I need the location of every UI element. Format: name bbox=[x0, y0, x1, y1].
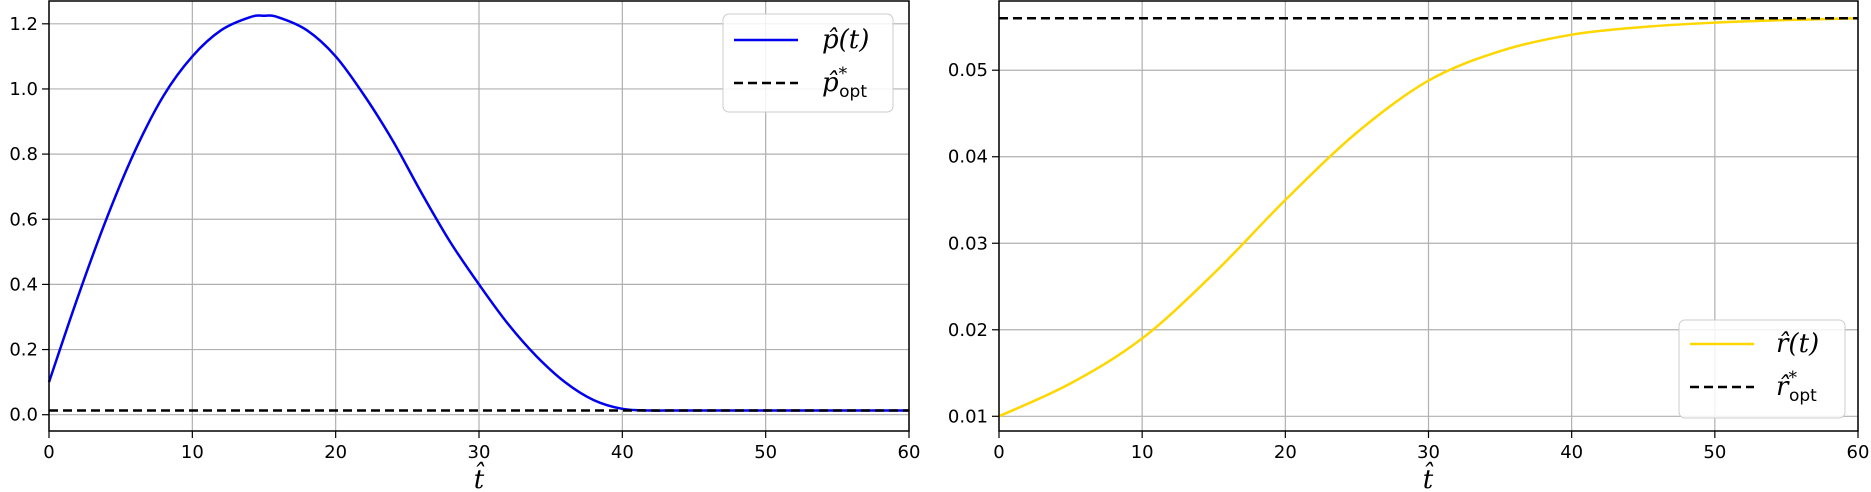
x-tick-label: 40 bbox=[611, 442, 634, 463]
x-tick-label: 50 bbox=[1703, 442, 1726, 463]
series-lines bbox=[998, 17, 1859, 418]
panel-left: 0 10 20 30 40 50 60 0.0 0.2 0.4 0.6 0.8 1.0 1.2 t̂ p̂… bbox=[9, 0, 920, 492]
y-tick-label: 0.02 bbox=[948, 320, 988, 341]
x-tick-label: 60 bbox=[898, 442, 921, 463]
legend-box bbox=[1678, 319, 1846, 419]
legend: p̂(t) p̂* opt bbox=[722, 13, 894, 113]
legend-sub-ropt: opt bbox=[1789, 386, 1817, 406]
legend-sup-popt: * bbox=[839, 64, 848, 84]
x-tick-label: 0 bbox=[993, 442, 1004, 463]
series-line-main bbox=[998, 17, 1859, 418]
series-lines bbox=[47, 14, 909, 412]
legend-sub-popt: opt bbox=[839, 82, 867, 102]
panel-right: 0 10 20 30 40 50 60 0.01 0.02 0.03 0.04 0.05 t̂ r̂(… bbox=[948, 0, 1870, 492]
legend: r̂(t) r̂* opt bbox=[1678, 319, 1846, 419]
tick-labels: 0 10 20 30 40 50 60 0.01 0.02 0.03 0.04 0.05 bbox=[948, 60, 1870, 463]
y-tick-label: 0.04 bbox=[948, 147, 988, 168]
y-tick-label: 0.8 bbox=[9, 144, 38, 165]
y-tick-label: 1.0 bbox=[9, 79, 38, 100]
y-tick-label: 0.0 bbox=[9, 405, 38, 426]
legend-label-ropt: r̂* opt bbox=[1776, 368, 1817, 406]
legend-label-r: r̂(t) bbox=[1776, 329, 1819, 359]
x-tick-label: 10 bbox=[181, 442, 204, 463]
x-tick-label: 40 bbox=[1560, 442, 1583, 463]
tick-marks bbox=[992, 69, 1859, 438]
x-tick-label: 60 bbox=[1847, 442, 1870, 463]
y-tick-label: 0.01 bbox=[948, 406, 988, 427]
y-tick-label: 0.4 bbox=[9, 274, 38, 295]
y-tick-label: 0.03 bbox=[948, 233, 988, 254]
x-axis-label: t̂ bbox=[474, 461, 486, 492]
x-tick-label: 20 bbox=[324, 442, 347, 463]
y-tick-label: 0.2 bbox=[9, 340, 38, 361]
x-tick-label: 20 bbox=[1274, 442, 1297, 463]
tick-labels: 0 10 20 30 40 50 60 0.0 0.2 0.4 0.6 0.8 1.0 1.2 bbox=[9, 14, 920, 463]
legend-box bbox=[722, 13, 894, 113]
y-tick-label: 0.6 bbox=[9, 209, 38, 230]
x-tick-label: 30 bbox=[468, 442, 491, 463]
x-tick-label: 30 bbox=[1417, 442, 1440, 463]
y-tick-label: 1.2 bbox=[9, 14, 38, 35]
legend-sup-ropt: * bbox=[1788, 368, 1797, 388]
legend-label-p: p̂(t) bbox=[822, 25, 869, 55]
x-tick-label: 10 bbox=[1131, 442, 1154, 463]
x-tick-label: 50 bbox=[754, 442, 777, 463]
y-tick-label: 0.05 bbox=[948, 60, 988, 81]
x-tick-label: 0 bbox=[43, 442, 54, 463]
x-axis-label: t̂ bbox=[1423, 461, 1435, 492]
tick-marks bbox=[42, 23, 910, 438]
